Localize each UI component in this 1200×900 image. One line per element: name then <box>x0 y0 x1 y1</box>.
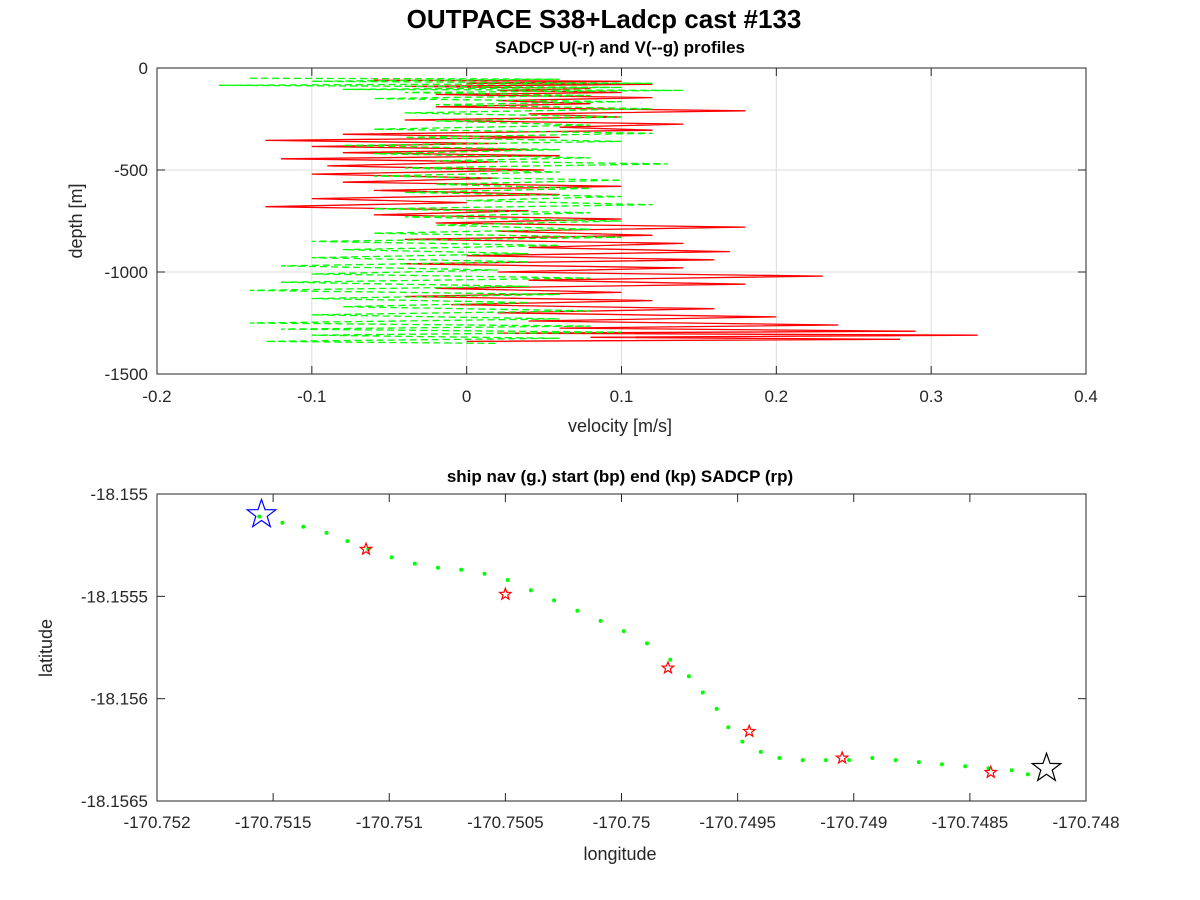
nav-track-point <box>459 567 464 572</box>
nav-track-point <box>436 565 440 570</box>
nav-track-point <box>700 690 705 695</box>
sadcp-star-marker <box>983 764 999 779</box>
nav-track-point <box>324 530 329 535</box>
nav-track-point <box>575 608 580 613</box>
sadcp-star-marker <box>741 723 757 738</box>
nav-x-tick-label: -170.752 <box>123 813 190 832</box>
nav-track-point <box>823 758 828 763</box>
nav-track <box>257 514 1030 777</box>
profile-y-tick-label: -500 <box>114 161 148 180</box>
profile-x-tick-label: -0.1 <box>297 387 326 406</box>
nav-chart-title: ship nav (g.) start (bp) end (kp) SADCP … <box>447 467 793 486</box>
nav-plot-area <box>157 494 1086 801</box>
profile-y-tick-label: 0 <box>139 59 148 78</box>
nav-track-point <box>740 739 745 744</box>
profile-ticks: -0.2 -0.1 0 0.1 0.2 0.3 0.4 0 -500 -1000 -1500 <box>105 59 1098 406</box>
nav-track-point <box>1009 768 1014 773</box>
nav-x-tick-label: -170.7495 <box>699 813 776 832</box>
nav-x-tick-label: -170.75 <box>593 813 651 832</box>
profile-x-axis-label: velocity [m/s] <box>568 416 672 436</box>
nav-y-tick-label: -18.1565 <box>81 792 148 811</box>
nav-track-point <box>916 760 921 765</box>
nav-track-point <box>280 520 285 525</box>
u-velocity-line <box>265 79 978 343</box>
nav-track-point <box>714 706 719 711</box>
nav-track-point <box>389 555 394 560</box>
nav-x-tick-label: -170.749 <box>820 813 887 832</box>
nav-track-point <box>482 571 487 576</box>
nav-track-point <box>686 674 691 679</box>
nav-track-point <box>668 657 673 662</box>
nav-x-tick-label: -170.748 <box>1052 813 1119 832</box>
nav-track-point <box>528 588 533 593</box>
profile-x-tick-label: -0.2 <box>142 387 171 406</box>
nav-y-axis-label: latitude <box>36 619 56 677</box>
profile-chart-title: SADCP U(-r) and V(--g) profiles <box>495 38 745 57</box>
nav-y-tick-label: -18.156 <box>90 690 148 709</box>
nav-track-point <box>893 758 898 763</box>
nav-y-tick-label: -18.1555 <box>81 587 148 606</box>
profile-x-tick-label: 0.1 <box>610 387 634 406</box>
sadcp-star-marker <box>358 541 374 556</box>
nav-track-point <box>726 725 731 730</box>
nav-track-point <box>552 598 557 603</box>
nav-track-point <box>777 756 782 760</box>
nav-track-point <box>870 756 875 760</box>
nav-track-point <box>598 618 603 623</box>
nav-x-tick-label: -170.7515 <box>235 813 312 832</box>
profile-x-tick-label: 0 <box>462 387 471 406</box>
profile-y-tick-label: -1000 <box>105 263 148 282</box>
nav-track-point <box>345 539 350 544</box>
nav-track-point <box>301 524 306 529</box>
nav-track-point <box>847 758 852 763</box>
profile-series <box>218 77 978 345</box>
profile-y-tick-label: -1500 <box>105 365 148 384</box>
ship-nav-chart: ship nav (g.) start (bp) end (kp) SADCP … <box>36 467 1120 864</box>
nav-ticks: -170.752 -170.7515 -170.751 -170.7505 -170.7… <box>81 485 1120 832</box>
nav-track-point <box>505 578 510 582</box>
figure-title: OUTPACE S38+Ladcp cast #133 <box>407 4 802 34</box>
profile-y-axis-label: depth [m] <box>66 183 86 258</box>
nav-y-tick-label: -18.155 <box>90 485 148 504</box>
nav-track-point <box>366 547 371 552</box>
v-velocity-line <box>218 77 684 345</box>
nav-track-point <box>963 764 968 769</box>
start-star-marker <box>245 497 278 529</box>
sadcp-star-marker <box>834 750 850 765</box>
nav-track-point <box>257 514 262 519</box>
nav-x-tick-label: -170.7505 <box>467 813 544 832</box>
nav-track-point <box>1025 772 1030 777</box>
nav-track-point <box>621 629 626 634</box>
nav-markers <box>245 497 1063 782</box>
nav-track-point <box>940 762 944 767</box>
nav-track-point <box>412 561 417 566</box>
nav-x-tick-label: -170.751 <box>356 813 423 832</box>
nav-x-tick-label: -170.7485 <box>932 813 1009 832</box>
velocity-profile-chart: SADCP U(-r) and V(--g) profiles -0.2 -0.1… <box>66 38 1098 436</box>
nav-track-point <box>800 758 805 763</box>
end-star-marker <box>1030 751 1063 782</box>
nav-track-point <box>645 641 649 646</box>
profile-x-tick-label: 0.2 <box>765 387 789 406</box>
profile-x-tick-label: 0.3 <box>919 387 943 406</box>
nav-track-point <box>758 749 763 754</box>
nav-x-axis-label: longitude <box>583 844 656 864</box>
sadcp-star-marker <box>660 660 676 675</box>
sadcp-star-marker <box>498 586 513 601</box>
profile-x-tick-label: 0.4 <box>1074 387 1098 406</box>
